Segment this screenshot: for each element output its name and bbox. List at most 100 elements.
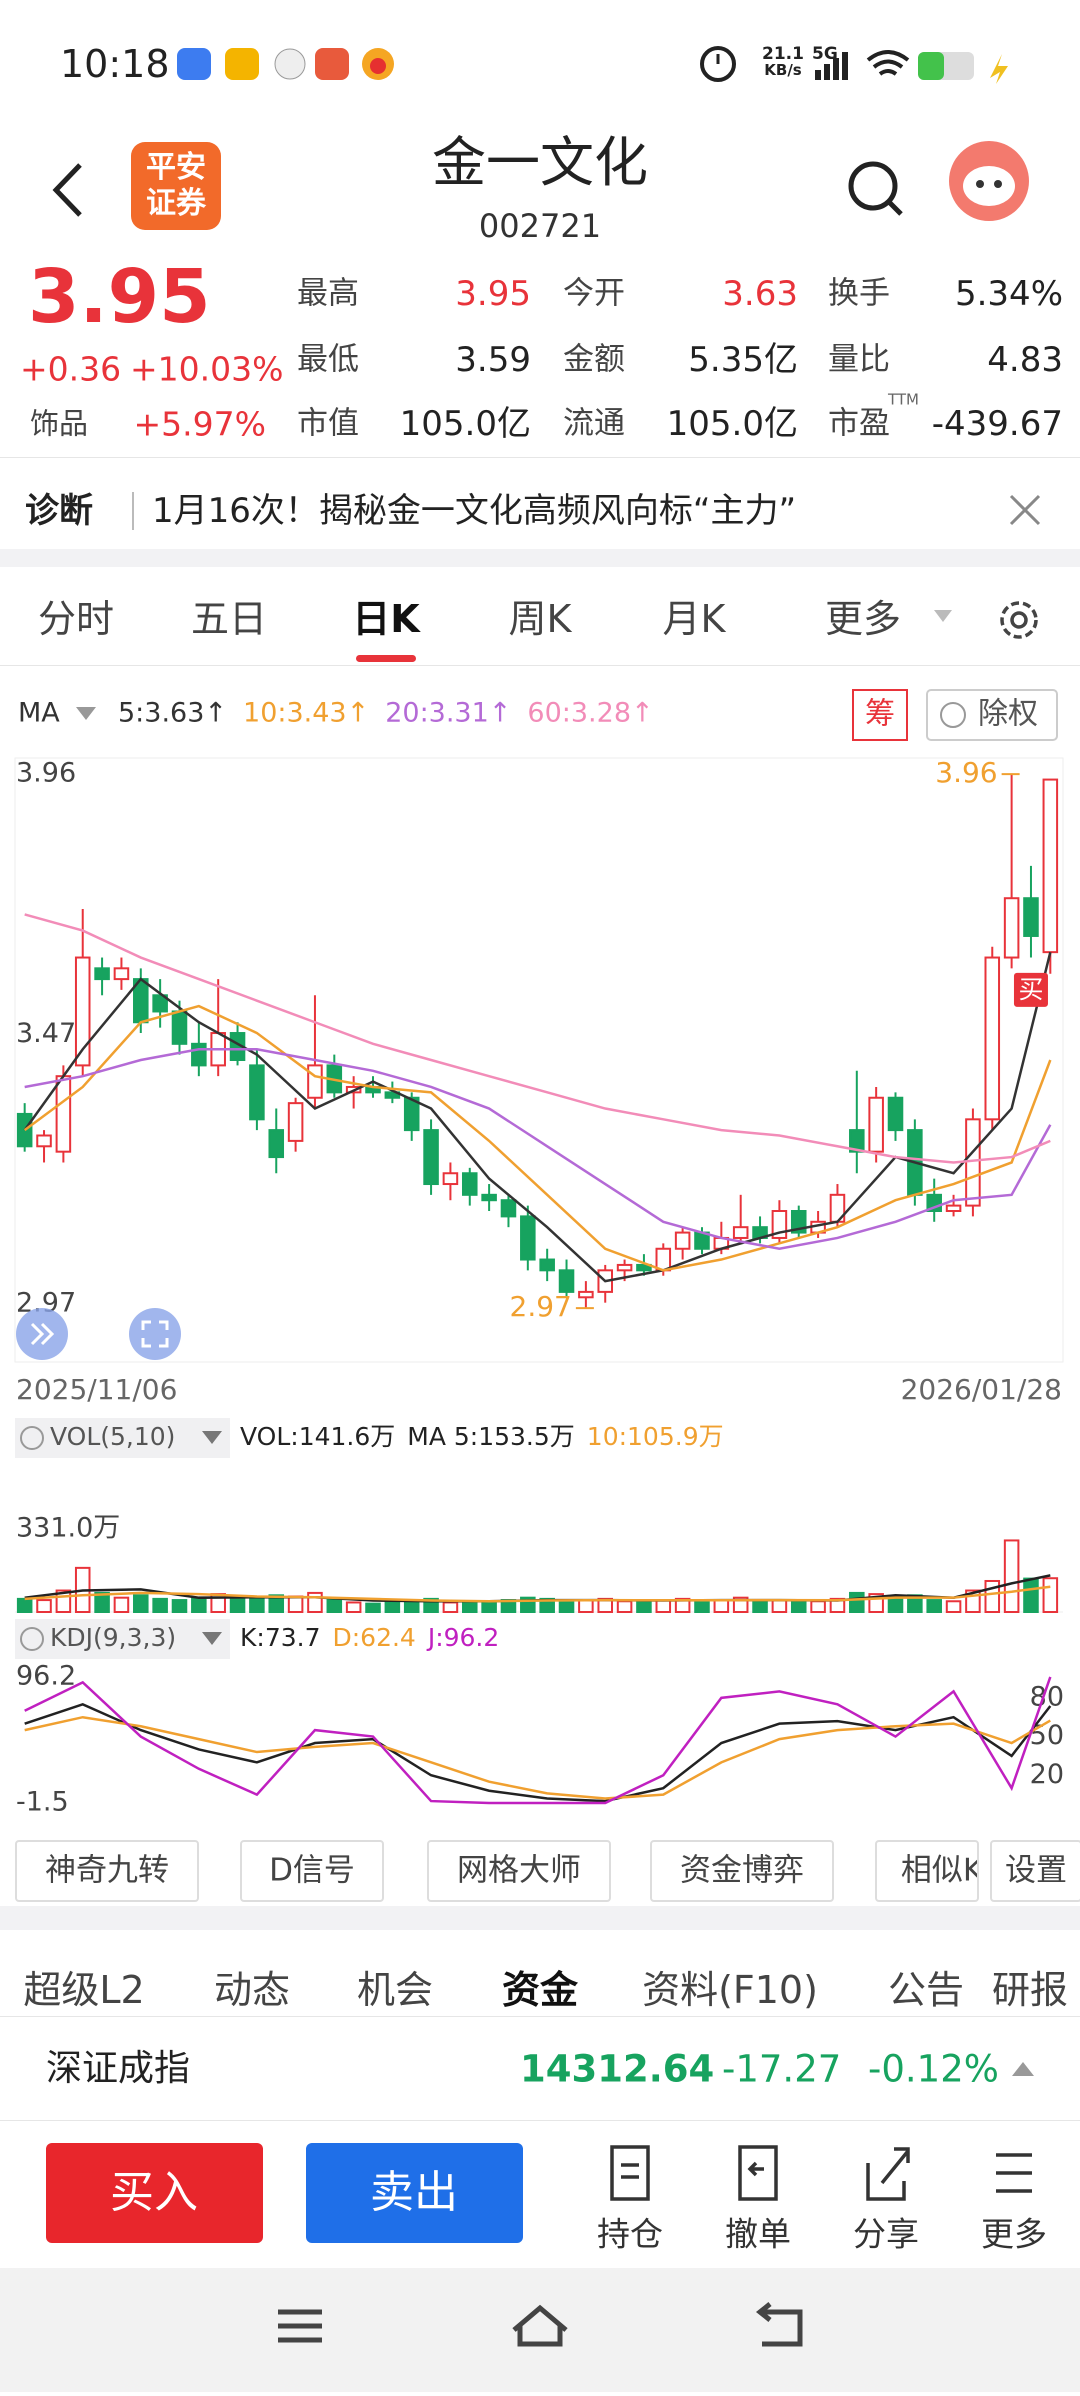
volume-bar — [674, 1597, 691, 1613]
action-label[interactable]: 撤单 — [725, 2214, 791, 2254]
info-tab[interactable]: 公告 — [887, 1968, 965, 2012]
volume-bar — [229, 1597, 246, 1613]
volume-bar — [16, 1597, 33, 1613]
action-icon-shape — [610, 2145, 650, 2201]
nav-home[interactable] — [512, 2304, 568, 2347]
y-tick-label: 96.2 — [16, 1660, 76, 1691]
candle-body — [1003, 897, 1020, 959]
candle-body — [655, 1247, 672, 1272]
stat-value: 3.59 — [455, 340, 531, 380]
tool-label: 相似K — [900, 1852, 979, 1889]
action-label[interactable]: 更多 — [981, 2214, 1047, 2254]
volume-bar — [713, 1599, 730, 1613]
tool-button[interactable]: 神奇九转 — [15, 1840, 199, 1902]
buy-button[interactable]: 买入 — [46, 2143, 263, 2243]
period-tab[interactable]: 日K — [352, 597, 420, 641]
stock-name: 金一文化 — [432, 131, 648, 194]
stat-value: 5.34% — [954, 274, 1063, 314]
info-tab[interactable]: 资料(F10) — [642, 1968, 818, 2012]
notice-text[interactable]: 1月16次！揭秘金一文化高频风向标“主力” — [152, 491, 797, 531]
network-type: 5G — [812, 44, 838, 64]
tool-button[interactable]: D信号 — [240, 1840, 384, 1902]
back-button[interactable] — [44, 155, 94, 225]
volume-bar — [384, 1601, 401, 1613]
divider — [0, 665, 1080, 666]
tool-button[interactable]: 相似K — [875, 1840, 979, 1902]
indicator-legend-item: K:73.7 — [240, 1623, 320, 1652]
y-tick-label: 331.0万 — [16, 1513, 120, 1544]
period-tab[interactable]: 周K — [508, 597, 572, 641]
avatar[interactable] — [948, 140, 1030, 222]
info-tab[interactable]: 动态 — [213, 1968, 291, 2012]
period-tab[interactable]: 五日 — [190, 597, 268, 641]
divider — [0, 2016, 1080, 2017]
candle-body — [113, 967, 130, 981]
info-icon — [940, 702, 966, 728]
nav-menu[interactable] — [278, 2309, 322, 2343]
status-right-icons — [700, 46, 1008, 84]
volume-bar — [461, 1600, 478, 1613]
volume-bar — [113, 1596, 130, 1614]
period-tab[interactable]: 分时 — [37, 597, 115, 641]
sell-button[interactable]: 卖出 — [306, 2143, 523, 2243]
tab-more-arrow[interactable] — [930, 596, 978, 644]
notice-close[interactable] — [1005, 490, 1045, 530]
volume-bar — [984, 1579, 1001, 1613]
expand-icon — [30, 1322, 55, 1346]
ma-line — [24, 913, 1051, 1164]
kdj-line — [24, 1676, 1052, 1805]
indicator-selector — [15, 1619, 230, 1659]
action-icon[interactable] — [984, 2143, 1044, 2203]
y2-tick-label: 20 — [1030, 1759, 1064, 1790]
candle-body — [403, 1096, 420, 1132]
tool-button[interactable]: 网格大师 — [427, 1840, 611, 1902]
indicator-arrow — [202, 1632, 222, 1645]
stat-label: 今开 — [563, 275, 625, 312]
indicator-legend-item: J:96.2 — [426, 1623, 499, 1652]
period-tab[interactable]: 月K — [662, 597, 726, 641]
stat-value: 5.35亿 — [688, 340, 798, 380]
search-button[interactable] — [845, 158, 909, 222]
stat-label: 量比 — [828, 341, 890, 378]
stat-value: 4.83 — [987, 340, 1063, 380]
candle-body — [191, 1042, 207, 1067]
volume-bar — [636, 1601, 652, 1613]
buy-marker-label: 买 — [1018, 975, 1043, 1004]
adjust-button: 除权 — [978, 697, 1038, 732]
index-change-pct: -0.12% — [868, 2047, 999, 2091]
action-label[interactable]: 分享 — [853, 2214, 919, 2254]
volume-bar — [481, 1601, 497, 1613]
notice-separator — [132, 492, 134, 530]
info-tab[interactable]: 资金 — [501, 1968, 579, 2012]
tool-button[interactable]: 设置 — [990, 1840, 1080, 1902]
period-tab[interactable]: 更多 — [824, 597, 902, 641]
info-tab[interactable]: 研报 — [991, 1968, 1069, 2012]
candle-body — [732, 1226, 749, 1239]
candle-body — [423, 1129, 439, 1186]
stat-value: 105.0亿 — [666, 404, 798, 444]
tool-button[interactable]: 资金博弈 — [650, 1840, 834, 1902]
candle-body — [74, 956, 91, 1067]
stat-value: 105.0亿 — [399, 404, 531, 444]
price-change: +0.36 — [20, 349, 122, 389]
nav-back[interactable] — [755, 2302, 803, 2347]
net-speed-value: 21.1 — [762, 44, 804, 64]
info-tab[interactable]: 机会 — [356, 1968, 434, 2012]
chart-settings[interactable] — [995, 596, 1043, 644]
action-label[interactable]: 持仓 — [597, 2214, 663, 2254]
volume-bar — [558, 1600, 575, 1613]
action-icon[interactable] — [600, 2143, 660, 2203]
action-icon-shape — [866, 2147, 910, 2201]
action-icon[interactable] — [728, 2143, 788, 2203]
volume-bar — [249, 1596, 265, 1614]
volume-bar — [403, 1600, 420, 1613]
index-expand[interactable] — [1010, 2058, 1036, 2080]
stat-label: 金额 — [563, 341, 625, 378]
candle-body — [887, 1096, 904, 1132]
candle-body — [539, 1258, 555, 1272]
volume-bar — [365, 1602, 381, 1614]
action-icon[interactable] — [856, 2143, 916, 2203]
ma-legend-prefix: MA — [18, 698, 60, 729]
info-tab[interactable]: 超级L2 — [23, 1968, 145, 2012]
